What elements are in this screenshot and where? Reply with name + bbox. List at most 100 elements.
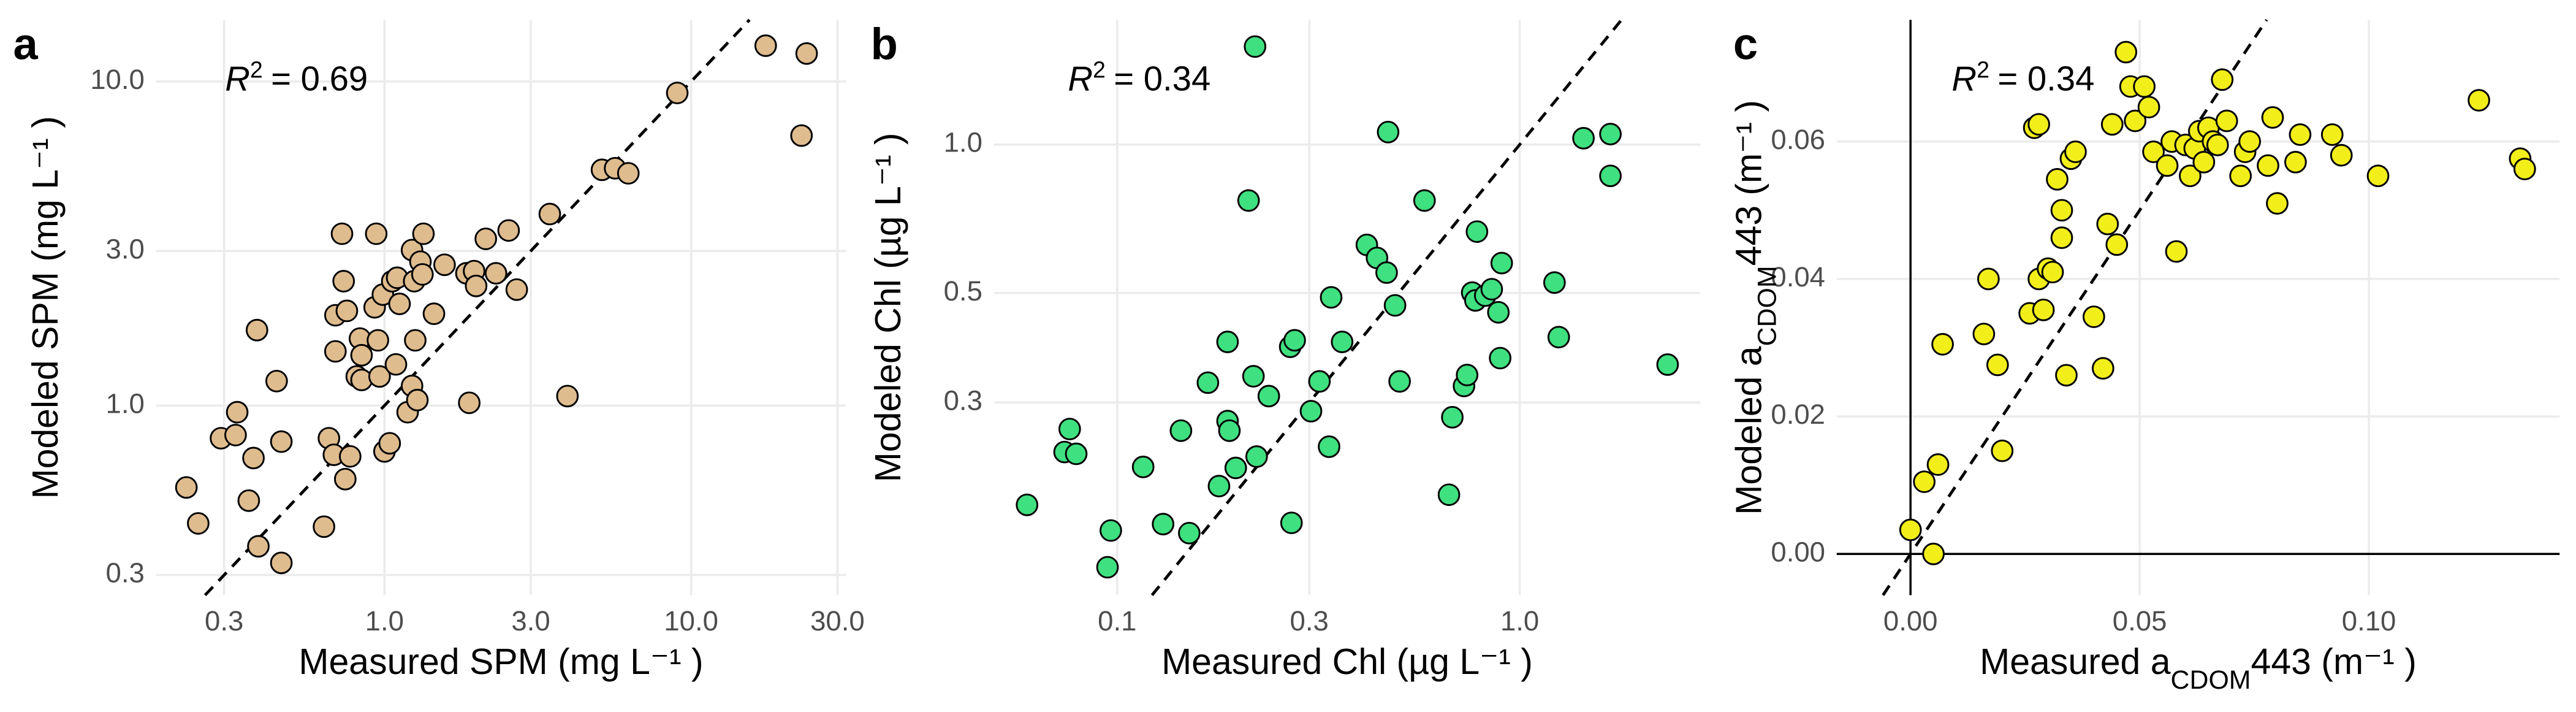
point	[1320, 286, 1343, 309]
point	[1257, 385, 1280, 408]
point	[617, 162, 640, 185]
point	[2257, 154, 2279, 177]
point	[497, 219, 520, 242]
point	[2091, 357, 2114, 380]
point	[175, 476, 198, 499]
point	[1656, 353, 1679, 376]
point	[2156, 154, 2179, 177]
point	[2114, 40, 2138, 64]
one-to-one-line	[203, 18, 751, 597]
point	[2211, 68, 2234, 91]
point	[1169, 419, 1193, 442]
point	[1237, 189, 1260, 212]
annot-symbol: R	[1951, 59, 1977, 98]
point	[270, 551, 293, 575]
point	[1972, 323, 1996, 345]
x-tick-label: 1.0	[365, 605, 404, 637]
point	[1218, 419, 1241, 442]
label-part: Measured Chl (µg L⁻¹ )	[1161, 642, 1533, 682]
annot-value: = 0.34	[1997, 59, 2094, 98]
label-part: Measured SPM (mg L⁻¹ )	[298, 642, 703, 682]
label-part: CDOM	[1752, 266, 1782, 346]
point	[1244, 35, 1267, 58]
x-tick-label: 0.10	[2342, 605, 2396, 637]
point	[1572, 127, 1595, 150]
point	[2229, 164, 2252, 188]
point	[324, 340, 347, 363]
panel-label: b	[871, 20, 898, 69]
point	[1016, 493, 1039, 516]
x-axis-title: Measured aCDOM443 (m⁻¹ )	[1980, 642, 2417, 695]
point	[368, 365, 391, 388]
point	[247, 535, 270, 558]
label-part: 443 (m⁻¹ )	[2251, 642, 2417, 682]
y-tick-label: 0.3	[944, 385, 982, 416]
point	[2032, 298, 2055, 321]
point	[1480, 278, 1503, 300]
y-tick-label: 1.0	[944, 127, 982, 158]
point	[1131, 456, 1155, 478]
point	[378, 432, 401, 455]
y-tick-label: 1.0	[106, 388, 145, 419]
point	[2320, 123, 2344, 146]
point	[2366, 164, 2390, 188]
point	[1977, 267, 2000, 291]
point	[2142, 140, 2165, 163]
label-part: Modeled a	[1729, 346, 1769, 515]
point	[335, 299, 359, 323]
y-tick-label: 0.00	[1771, 536, 1825, 567]
label-part: CDOM	[2171, 665, 2251, 695]
point	[2105, 233, 2129, 256]
y-tick-label: 0.04	[1771, 261, 1825, 293]
x-tick-label: 30.0	[810, 605, 865, 637]
annot-symbol: R	[1068, 59, 1093, 98]
point	[270, 430, 293, 453]
point	[2055, 364, 2078, 387]
x-tick-label: 0.1	[1098, 605, 1136, 637]
point	[367, 329, 389, 352]
point	[2050, 199, 2073, 222]
point	[433, 253, 456, 277]
annot-power: 2	[250, 57, 263, 83]
point	[1245, 445, 1268, 468]
annot-power: 2	[1977, 57, 1989, 83]
point	[2041, 261, 2064, 284]
point	[1926, 453, 1950, 476]
point	[406, 388, 429, 412]
point	[1547, 326, 1570, 349]
point	[465, 274, 488, 297]
point	[1096, 556, 1119, 579]
point	[242, 446, 265, 470]
x-axis-title: Measured Chl (µg L⁻¹ )	[1161, 642, 1533, 682]
point	[1489, 346, 1512, 370]
label-part: Modeled Chl (µg L⁻¹ )	[868, 133, 908, 483]
point	[1242, 365, 1265, 388]
y-tick-label: 10.0	[90, 64, 145, 95]
x-tick-label: 10.0	[664, 605, 718, 637]
y-axis-title: Modeled aCDOM443 (m⁻¹ )	[1729, 100, 1782, 515]
point	[505, 278, 528, 301]
point	[1388, 370, 1411, 393]
point	[2468, 89, 2490, 112]
point	[1283, 329, 1306, 352]
point	[1207, 475, 1231, 498]
y-axis-title: Modeled Chl (µg L⁻¹ )	[868, 133, 908, 483]
point	[1308, 370, 1331, 393]
point	[422, 302, 446, 326]
point	[484, 262, 507, 285]
annot-value: = 0.34	[1114, 59, 1210, 98]
point	[1413, 189, 1436, 212]
point	[2082, 305, 2105, 328]
x-tick-label: 0.3	[205, 605, 243, 637]
y-tick-label: 3.0	[106, 233, 145, 264]
r-squared: R2 = 0.34	[1068, 57, 1210, 98]
point	[313, 515, 335, 538]
panel-label: a	[13, 20, 38, 69]
point	[1377, 120, 1400, 144]
point	[1318, 435, 1340, 458]
point	[1100, 519, 1122, 542]
x-tick-label: 0.05	[2113, 605, 2167, 637]
one-to-one-line	[1882, 19, 2268, 596]
